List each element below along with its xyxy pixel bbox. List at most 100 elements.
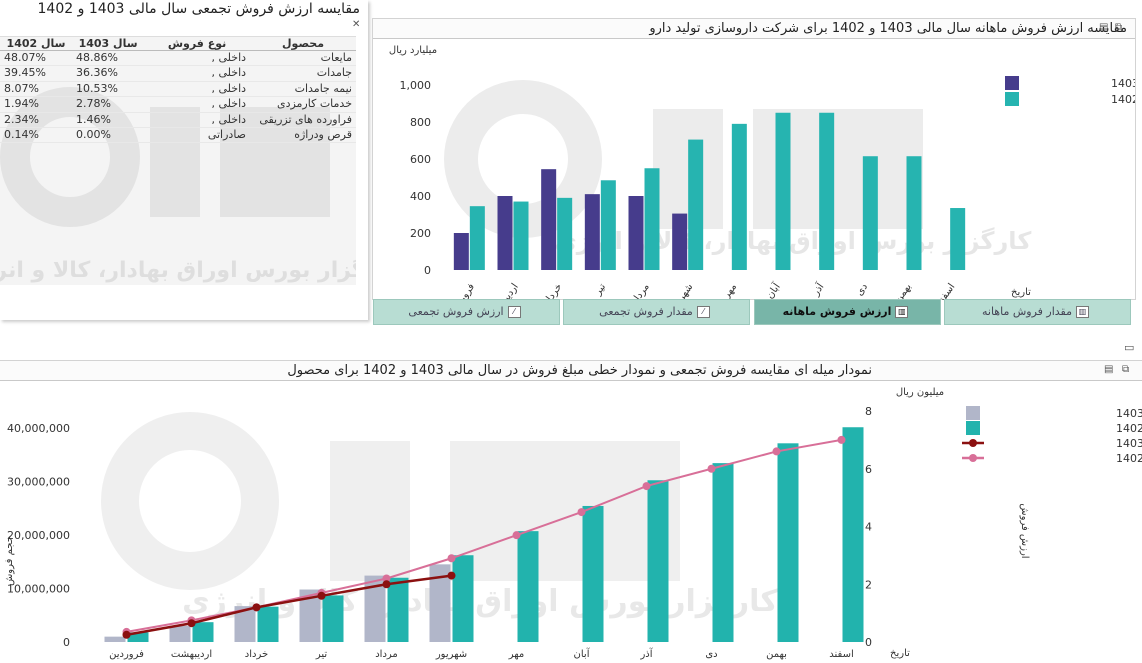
point-value-1403	[382, 580, 391, 589]
point-value-1402	[707, 464, 716, 473]
cell-1402: 1.94%	[0, 96, 73, 113]
table-panel: مقایسه ارزش فروش تجمعی سال مالی 1403 و 1…	[0, 0, 368, 320]
y-tick-label: 0	[424, 264, 431, 277]
bar-1402	[775, 112, 791, 270]
x-tick-label: شهریور	[435, 649, 467, 660]
cell-product: جامدات	[250, 65, 356, 82]
bar-1403	[672, 213, 688, 270]
x-tick-label: مرداد	[375, 649, 398, 660]
y-right-tick-label: 0	[865, 636, 872, 649]
col-header-1403[interactable]: سال 1403	[72, 37, 145, 51]
bar-1402	[906, 156, 922, 270]
y-right-unit: میلیون ریال	[896, 387, 944, 398]
print-icon[interactable]: ▤	[1104, 364, 1114, 375]
cumulative-panel: نمودار میله ای مقایسه فروش تجمعی و نمودا…	[0, 360, 1142, 662]
bar-volume-1402	[777, 443, 799, 642]
line-value-1403	[126, 574, 452, 637]
cell-1402: 39.45%	[0, 65, 73, 82]
watermark-shape	[450, 441, 680, 581]
bar-volume-1402	[322, 595, 344, 642]
y-left-tick-label: 20,000,000	[7, 529, 70, 542]
cell-1403: 10.53%	[72, 81, 145, 98]
cell-1402: 48.07%	[0, 50, 73, 67]
y-tick-label: 600	[410, 153, 431, 166]
tab-1[interactable]: ⁄مقدار فروش تجمعی	[563, 299, 750, 325]
cell-product: مایعات	[250, 50, 356, 67]
tab-label: ارزش فروش تجمعی	[408, 305, 504, 318]
tab-3[interactable]: ▥ مقدار فروش ماهانه	[944, 299, 1131, 325]
export-icon[interactable]: ⧉	[1122, 364, 1130, 375]
table-panel-title: مقایسه ارزش فروش تجمعی سال مالی 1403 و 1…	[0, 0, 368, 19]
x-tick-label: اسفند	[829, 649, 853, 660]
point-value-1403	[187, 619, 196, 628]
monthly-bar-chart: کارگزار بورس اوراق بهادار، کالا و انرژیم…	[389, 45, 1135, 300]
maximize-icon[interactable]: ▭	[1124, 341, 1135, 354]
point-value-1402	[837, 435, 846, 444]
table-row[interactable]: خدمات کارمزدی داخلی , 2.78% 1.94%	[0, 96, 356, 113]
x-tick-label: تیر	[315, 649, 328, 660]
bar-1402	[950, 208, 966, 270]
x-tick-label: مرداد	[630, 282, 652, 300]
point-value-1402	[577, 508, 586, 517]
y-right-tick-label: 6	[865, 463, 872, 476]
legend-swatch	[1005, 76, 1019, 90]
bar-1403	[453, 233, 469, 270]
tab-label: ارزش فروش ماهانه	[782, 305, 892, 318]
bar-1403	[628, 196, 644, 270]
table-row[interactable]: جامدات داخلی , 36.36% 39.45%	[0, 65, 356, 82]
tab-0[interactable]: ⁄ارزش فروش تجمعی	[373, 299, 560, 325]
bar-1403	[497, 196, 513, 270]
bar-1402	[731, 123, 747, 270]
bar-volume-1402	[842, 427, 864, 642]
bar-volume-1403	[104, 636, 126, 642]
cell-product: قرص ودراژه	[250, 127, 356, 144]
x-tick-label: آذر	[808, 279, 827, 298]
legend-label: ارزش فروش تجمعی 1402	[1116, 452, 1142, 465]
bar-chart-icon: ▥	[1076, 306, 1089, 318]
tab-label: مقدار فروش ماهانه	[981, 305, 1072, 318]
legend-label: سال مالی 1402	[1111, 93, 1135, 106]
legend-swatch	[1005, 92, 1019, 106]
table-row[interactable]: مایعات داخلی , 48.86% 48.07%	[0, 50, 356, 67]
table-row[interactable]: فراورده های تزریقی داخلی , 1.46% 2.34%	[0, 112, 356, 129]
cell-1403: 2.78%	[72, 96, 145, 113]
bar-1402	[469, 206, 485, 270]
y-left-tick-label: 30,000,000	[7, 475, 70, 488]
x-tick-label: مهر	[508, 649, 524, 660]
table-row[interactable]: قرص ودراژه صادراتی 0.00% 0.14%	[0, 127, 356, 144]
cell-1402: 8.07%	[0, 81, 73, 98]
bar-volume-1402	[712, 463, 734, 642]
bar-1402	[557, 197, 573, 270]
x-tick-label: فروردین	[109, 649, 144, 660]
cell-1403: 36.36%	[72, 65, 145, 82]
cell-product: فراورده های تزریقی	[250, 112, 356, 129]
table-row[interactable]: نیمه جامدات داخلی , 10.53% 8.07%	[0, 81, 356, 98]
chart-watermark: کارگزار بورس اوراق بهادار، کالا و انرژی	[101, 412, 778, 619]
print-icon[interactable]: ▤	[1099, 22, 1109, 33]
x-tick-label: شهریور	[668, 282, 696, 300]
x-tick-label: بهمن	[766, 649, 787, 660]
legend-swatch	[966, 421, 980, 435]
table-body: کارگزار بورس اوراق بهادار، کالا و انرژی …	[0, 36, 356, 285]
point-value-1402	[772, 447, 781, 456]
cell-sale-type: داخلی ,	[144, 96, 251, 113]
col-header-product[interactable]: محصول	[250, 37, 356, 51]
y-left-tick-label: 40,000,000	[7, 422, 70, 435]
x-tick-label: آبان	[574, 647, 591, 660]
bar-1402	[688, 139, 704, 270]
point-value-1402	[642, 482, 651, 491]
legend-label: ارزش فروش تجمعی 1403	[1116, 437, 1142, 450]
watermark-shape	[330, 441, 410, 581]
cumulative-combo-chart: کارگزار بورس اوراق بهادار، کالا و انرژی 4…	[4, 387, 1142, 660]
export-icon[interactable]: ⧉	[1115, 22, 1123, 33]
bar-volume-1402	[387, 577, 409, 642]
bar-1402	[819, 112, 835, 270]
bar-volume-1402	[127, 632, 149, 642]
bar-volume-1402	[257, 606, 279, 642]
tab-2[interactable]: ▥ارزش فروش ماهانه	[754, 299, 941, 325]
bar-chart-icon: ▥	[895, 306, 909, 318]
x-tick-label: فروردین	[448, 281, 477, 300]
col-header-1402[interactable]: سال 1402	[0, 37, 73, 51]
col-header-sale-type[interactable]: نوع فروش	[144, 37, 251, 51]
close-icon[interactable]: ✕	[352, 19, 361, 30]
